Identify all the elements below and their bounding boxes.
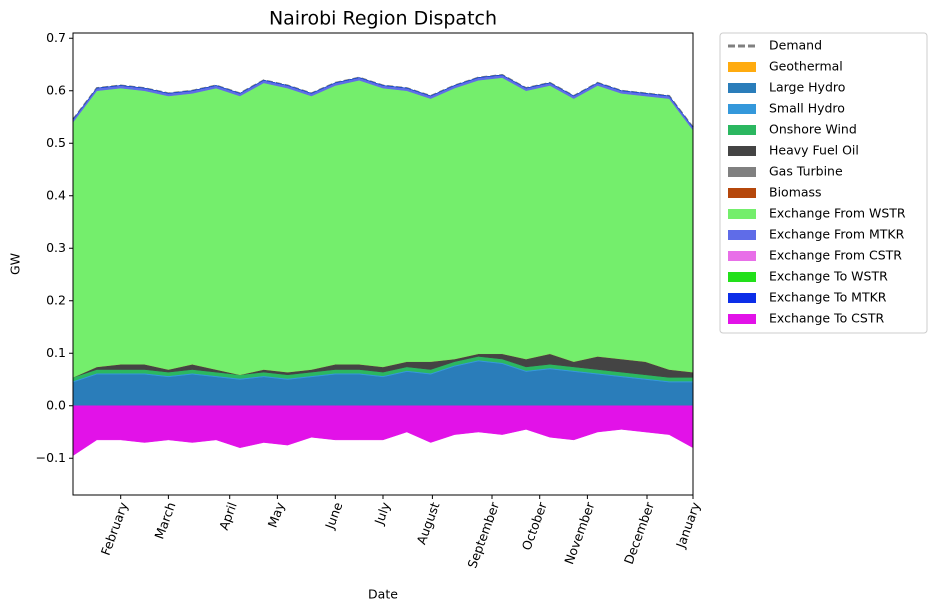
legend-label: Heavy Fuel Oil	[769, 143, 859, 158]
y-tick-label: 0.0	[46, 397, 66, 412]
x-tick-label: February	[98, 500, 131, 558]
legend-label: Exchange From CSTR	[769, 248, 902, 263]
legend-swatch	[728, 104, 756, 114]
y-axis-label: GW	[8, 253, 23, 275]
legend-label: Demand	[769, 38, 822, 53]
area	[72, 77, 694, 378]
x-tick-label: December	[621, 499, 658, 566]
x-tick-label: May	[265, 500, 288, 530]
x-axis-label: Date	[368, 587, 398, 602]
y-tick-label: 0.4	[46, 187, 66, 202]
legend-swatch	[728, 230, 756, 240]
legend-swatch	[728, 209, 756, 219]
legend-swatch	[728, 167, 756, 177]
chart-title: Nairobi Region Dispatch	[269, 8, 497, 30]
legend-swatch	[728, 83, 756, 93]
x-tick-label: October	[519, 499, 550, 552]
legend-label: Exchange To CSTR	[769, 311, 884, 326]
legend-label: Large Hydro	[769, 80, 845, 95]
x-tick-label: January	[672, 500, 703, 551]
x-tick-label: July	[371, 500, 393, 528]
y-tick-label: 0.7	[46, 30, 66, 45]
y-tick-label: 0.6	[46, 82, 66, 97]
legend-label: Exchange To MTKR	[769, 290, 887, 305]
x-tick-label: June	[322, 500, 346, 532]
x-tick-label: September	[464, 499, 502, 570]
y-tick-label: 0.5	[46, 135, 66, 150]
legend-swatch	[728, 62, 756, 72]
legend-label: Small Hydro	[769, 101, 845, 116]
area	[72, 405, 694, 457]
y-tick-label: 0.3	[46, 240, 66, 255]
legend-box	[719, 32, 928, 334]
legend-swatch	[728, 251, 756, 261]
legend-swatch	[728, 188, 756, 198]
y-tick-label: −0.1	[36, 450, 66, 465]
legend-swatch	[728, 314, 756, 324]
legend-swatch	[728, 272, 756, 282]
x-tick-label: August	[413, 500, 442, 546]
x-tick-label: November	[561, 499, 598, 566]
legend-swatch	[728, 125, 756, 135]
x-tick-label: April	[216, 500, 240, 532]
x-tick-label: March	[151, 500, 178, 541]
legend-label: Exchange To WSTR	[769, 269, 888, 284]
legend-label: Exchange From WSTR	[769, 206, 906, 221]
y-tick-label: 0.2	[46, 292, 66, 307]
legend-label: Onshore Wind	[769, 122, 857, 137]
legend-label: Geothermal	[769, 59, 843, 74]
legend-swatch	[728, 293, 756, 303]
legend-label: Biomass	[769, 185, 822, 200]
legend-label: Exchange From MTKR	[769, 227, 905, 242]
y-tick-label: 0.1	[46, 345, 66, 360]
legend-label: Gas Turbine	[769, 164, 843, 179]
legend-swatch	[728, 146, 756, 156]
